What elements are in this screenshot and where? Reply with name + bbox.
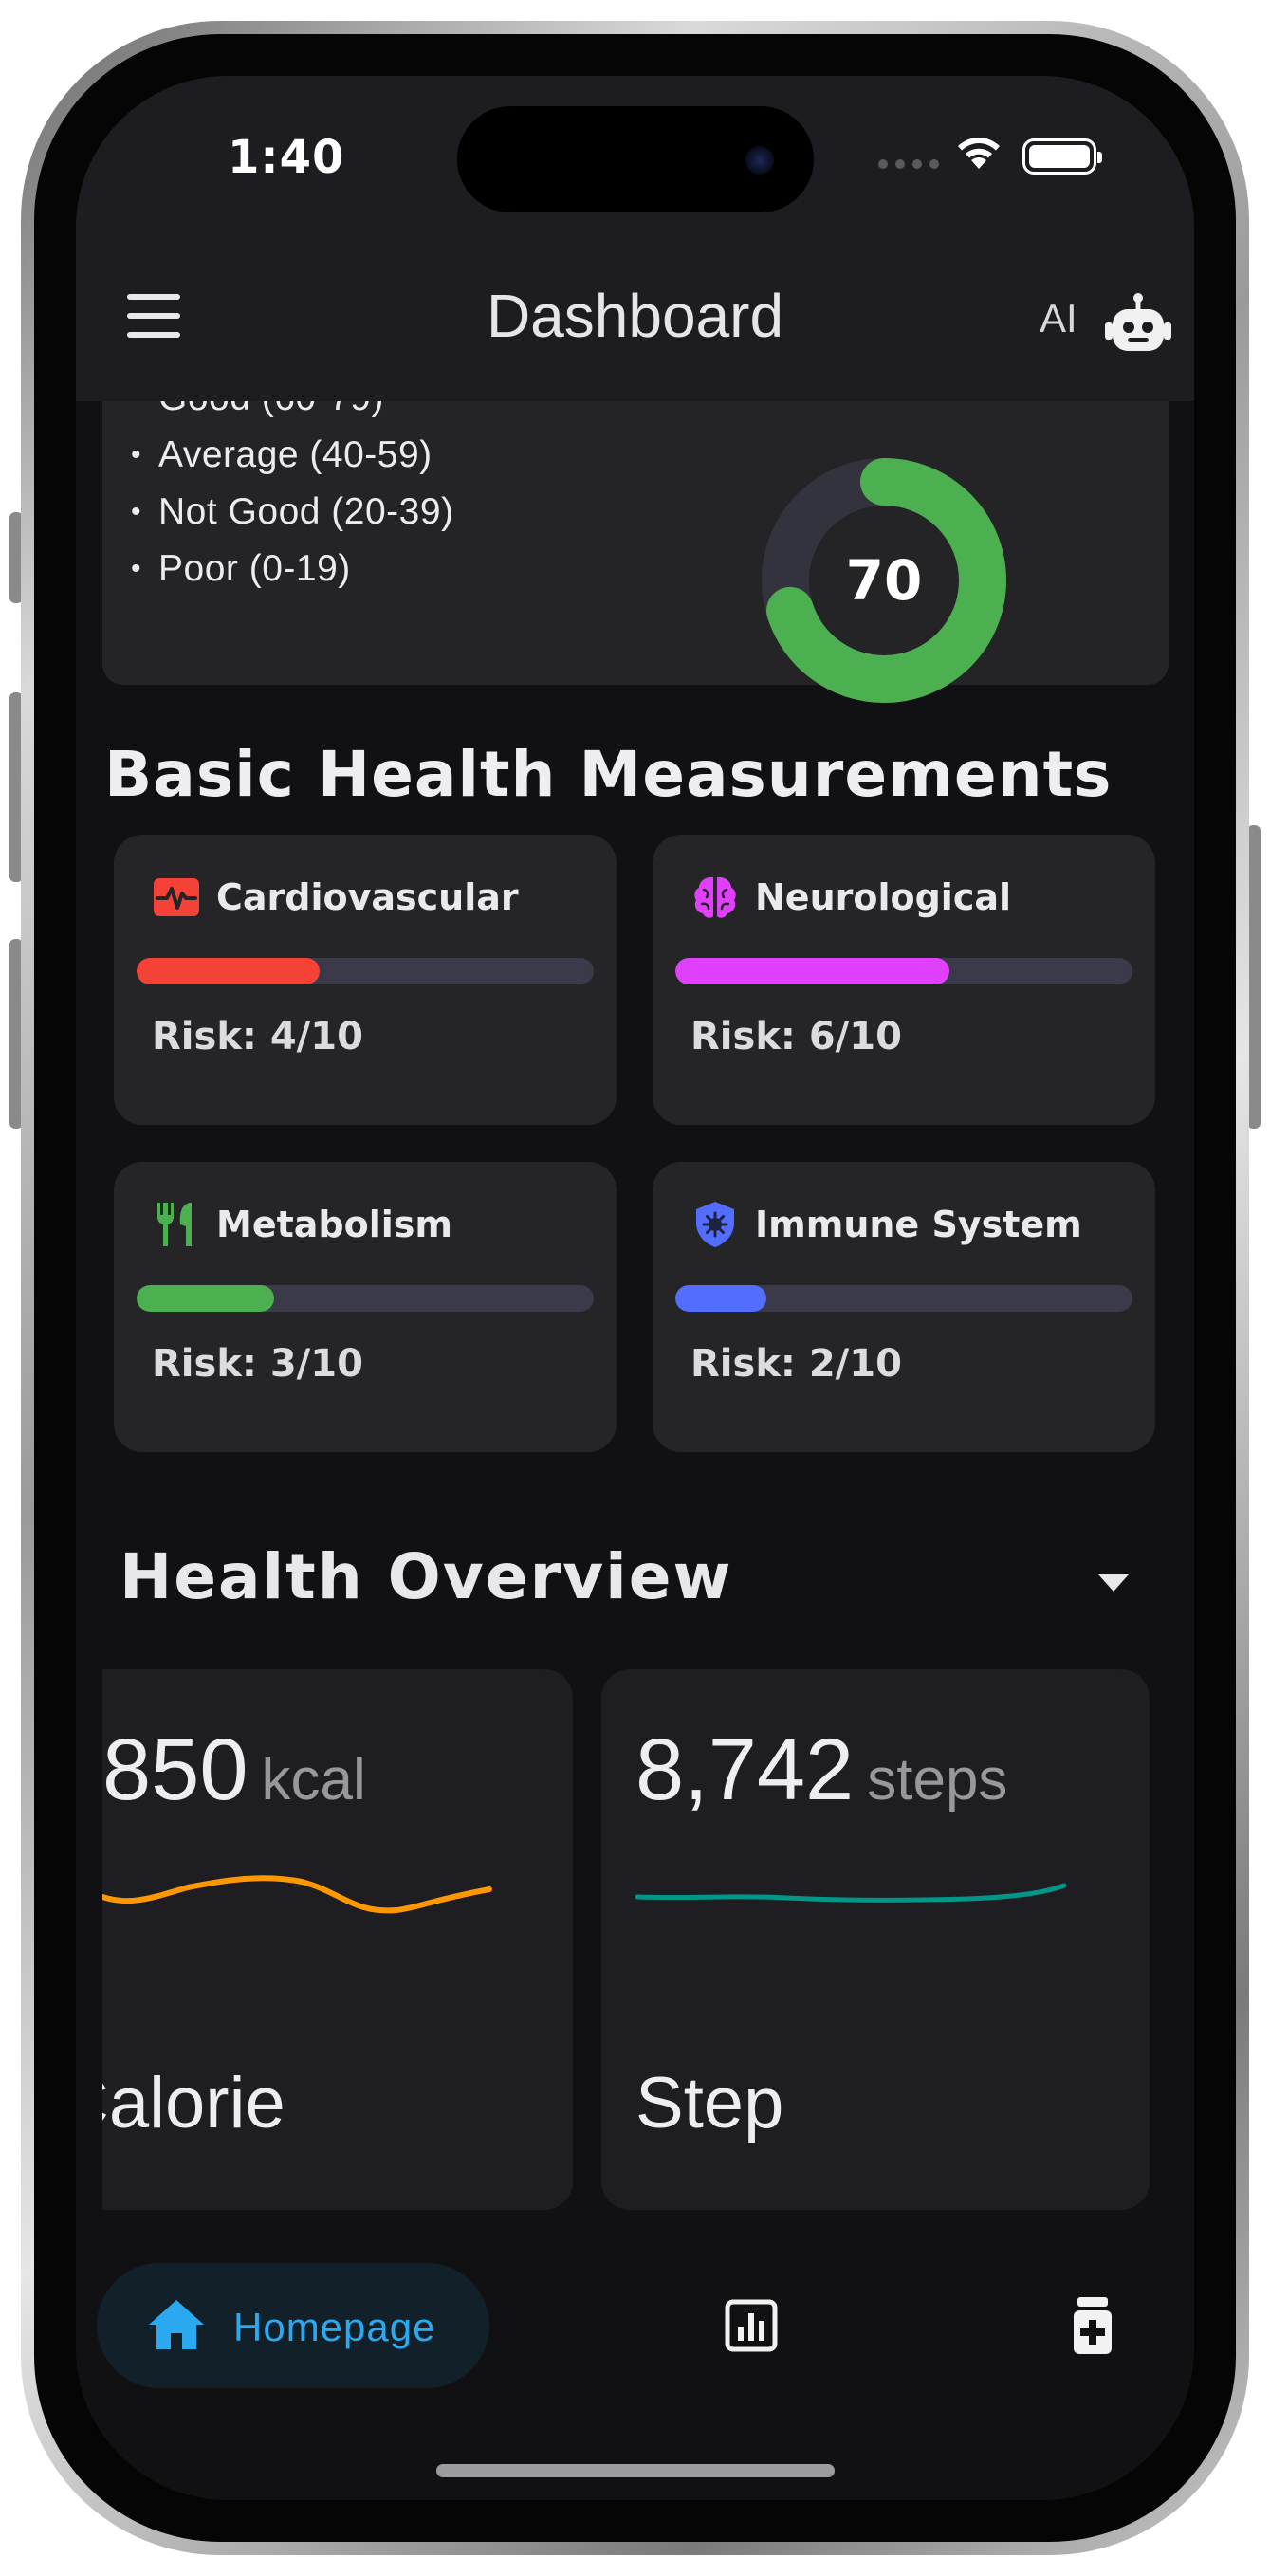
nav-homepage-label: Homepage [233,2305,436,2349]
neurological-card[interactable]: Neurological Risk: 6/10 [653,835,1155,1125]
robot-icon[interactable] [1103,292,1173,357]
legend-poor: Poor (0-19) [131,548,351,590]
measurement-name: Cardiovascular [216,876,519,918]
cellular-signal-icon [878,159,939,169]
medicine-bottle-icon[interactable] [1070,2295,1115,2356]
step-label: Step [635,2063,784,2144]
immune-system-card[interactable]: Immune System Risk: 2/10 [653,1162,1155,1452]
step-value: 8,742 steps [635,1720,1007,1820]
ai-label[interactable]: AI [1040,296,1077,340]
risk-bar-track [675,1285,1132,1312]
step-number: 8,742 [635,1721,855,1818]
step-unit: steps [867,1747,1008,1812]
risk-label: Risk: 3/10 [152,1342,363,1386]
calorie-unit: kcal [261,1747,366,1812]
brain-icon [694,876,736,918]
risk-bar-fill [137,1285,274,1312]
calorie-label: Calorie [102,2063,285,2144]
legend-not-good: Not Good (20-39) [131,491,454,533]
step-sparkline [635,1883,1067,1903]
calorie-sparkline [102,1875,492,1914]
heart-monitor-icon [154,878,199,916]
battery-icon [1022,138,1102,175]
calorie-sparkline-path [102,1875,492,1914]
metabolism-card[interactable]: Metabolism Risk: 3/10 [114,1162,617,1452]
measurement-name: Neurological [755,876,1012,918]
volume-up-button [9,692,23,882]
measurement-name: Metabolism [216,1204,452,1245]
volume-down-button [9,939,23,1129]
risk-label: Risk: 6/10 [690,1015,902,1058]
risk-bar-track [137,958,594,984]
step-card[interactable]: 8,742 steps Step [601,1669,1150,2210]
score-ring-progress [762,458,1006,703]
action-button [9,512,23,603]
risk-label: Risk: 4/10 [152,1015,363,1058]
status-time: 1:40 [228,131,345,184]
cardiovascular-card[interactable]: Cardiovascular Risk: 4/10 [114,835,617,1125]
utensils-icon [157,1203,192,1246]
risk-bar-track [675,958,1132,984]
bar-chart-icon[interactable] [724,2298,779,2353]
score-value: 70 [845,548,923,613]
basic-health-title: Basic Health Measurements [104,738,1113,811]
risk-bar-fill [675,958,950,984]
hamburger-menu-icon[interactable] [127,294,180,340]
home-icon [149,2300,204,2349]
bottom-navigation: Homepage [76,2257,1194,2500]
step-sparkline-path [635,1883,1067,1903]
chevron-down-icon[interactable] [1096,1573,1131,1593]
legend-average: Average (40-59) [131,434,433,476]
score-ring [762,458,1006,703]
risk-bar-fill [675,1285,767,1312]
health-overview-title: Health Overview [120,1540,733,1613]
wifi-icon [958,138,1000,169]
home-indicator [436,2464,835,2477]
risk-label: Risk: 2/10 [690,1342,902,1386]
app-header: 1:40 Dashboard AI [76,76,1194,401]
calorie-number: 850 [102,1721,248,1818]
virus-shield-icon [696,1202,734,1247]
risk-bar-fill [137,958,320,984]
nav-homepage[interactable]: Homepage [97,2263,489,2388]
page-title: Dashboard [486,282,784,350]
phone-screen: Excellent (80-100) Good (60-79) Average … [76,76,1194,2500]
risk-bar-track [137,1285,594,1312]
measurement-name: Immune System [755,1204,1082,1245]
power-button [1247,825,1261,1129]
camera-icon [745,146,774,175]
calorie-value: 850 kcal [102,1720,366,1820]
